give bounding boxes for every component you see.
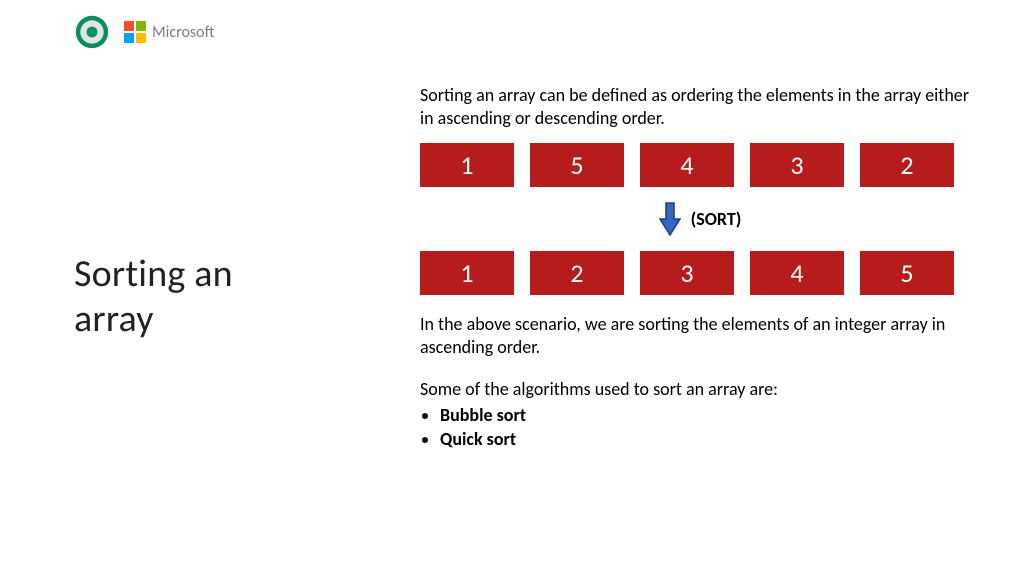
array-cell: 5 <box>860 251 954 295</box>
title-line2: array <box>74 296 154 342</box>
institution-crest-icon <box>74 14 110 50</box>
explain-paragraph: In the above scenario, we are sorting th… <box>420 313 980 360</box>
algorithm-item: Quick sort <box>440 427 980 451</box>
array-cell: 4 <box>750 251 844 295</box>
slide-title: Sorting an array <box>74 252 233 342</box>
ms-tile <box>136 21 146 31</box>
algorithms-list: Bubble sortQuick sort <box>440 403 980 452</box>
sort-label: (SORT) <box>691 208 742 230</box>
ms-tile <box>124 33 134 43</box>
array-sorted: 12345 <box>420 251 980 295</box>
array-cell: 2 <box>530 251 624 295</box>
ms-tile <box>124 21 134 31</box>
microsoft-wordmark: Microsoft <box>152 23 214 42</box>
array-cell: 3 <box>640 251 734 295</box>
microsoft-tiles-icon <box>124 21 146 43</box>
down-arrow-icon <box>659 201 681 237</box>
array-unsorted: 15432 <box>420 143 980 187</box>
logo-row: Microsoft <box>74 14 214 50</box>
slide-body: Sorting an array can be defined as order… <box>420 84 980 452</box>
array-cell: 2 <box>860 143 954 187</box>
title-line1: Sorting an <box>74 251 233 297</box>
algorithms-intro: Some of the algorithms used to sort an a… <box>420 378 980 401</box>
sort-indicator: (SORT) <box>420 199 980 239</box>
array-cell: 3 <box>750 143 844 187</box>
intro-paragraph: Sorting an array can be defined as order… <box>420 84 980 131</box>
array-cell: 4 <box>640 143 734 187</box>
ms-tile <box>136 33 146 43</box>
slide: Microsoft Sorting an array Sorting an ar… <box>0 0 1024 576</box>
array-cell: 1 <box>420 251 514 295</box>
microsoft-logo: Microsoft <box>124 21 214 43</box>
array-cell: 5 <box>530 143 624 187</box>
algorithm-item: Bubble sort <box>440 403 980 427</box>
array-cell: 1 <box>420 143 514 187</box>
